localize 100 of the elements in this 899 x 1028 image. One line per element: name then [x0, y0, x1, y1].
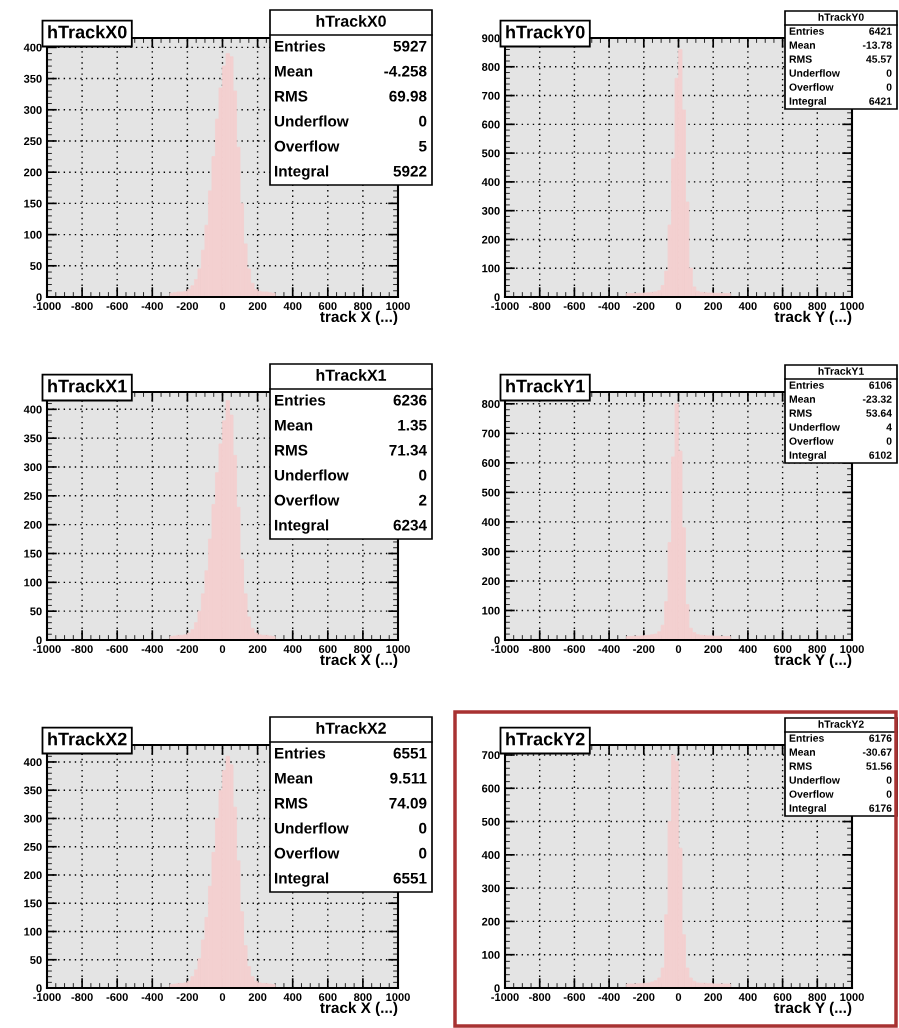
y-tick-label: 100	[482, 264, 500, 273]
y-tick-label: 300	[23, 814, 42, 823]
y-tick-label: 700	[482, 751, 500, 760]
y-tick-label: 250	[23, 842, 42, 851]
x-tick-label: 800	[353, 993, 372, 1002]
annotation: RMS	[789, 55, 812, 63]
y-tick-label: 200	[481, 577, 500, 586]
x-tick-label: 800	[353, 302, 372, 311]
text: -13.78	[862, 41, 892, 49]
y-tick-label: 600	[482, 120, 500, 129]
annotation: Overflow	[274, 140, 340, 152]
text: 45.57	[866, 55, 892, 63]
annotation: 6551	[393, 872, 427, 884]
x-tick-label: 600	[318, 993, 337, 1002]
text: 0	[419, 469, 427, 481]
x-tick-label: 0	[219, 993, 226, 1002]
x-tick-label: 1000	[840, 302, 864, 311]
x-axis-title: track X (...)	[320, 653, 398, 669]
annotation: Mean	[275, 419, 313, 431]
x-tick-label: -1000	[491, 645, 519, 654]
x-tick-label: -1000	[33, 993, 61, 1002]
y-tick-label: 0	[494, 293, 500, 302]
y-tick-label: 350	[23, 786, 42, 795]
x-tick-label: 0	[675, 993, 682, 1002]
x-tick-label: 200	[704, 645, 723, 654]
x-tick-label: 200	[704, 302, 723, 311]
y-tick-label: 0	[36, 293, 42, 302]
x-tick-label: 400	[738, 645, 757, 654]
x-tick-label: 1000	[386, 645, 410, 654]
x-tick-label: -600	[563, 302, 586, 311]
x-tick-label: -800	[529, 302, 551, 311]
annotation: Underflow	[274, 822, 349, 834]
annotation: RMS	[789, 409, 812, 417]
text: 6421	[869, 27, 892, 35]
annotation: Overflow	[274, 847, 340, 859]
y-tick-label: 400	[481, 518, 500, 527]
y-tick-label: 400	[23, 405, 42, 414]
annotation: Underflow	[274, 469, 349, 481]
x-tick-label: 1000	[386, 302, 410, 311]
annotation: Entries	[275, 394, 326, 406]
y-tick-label: 200	[23, 871, 42, 880]
text: hTrackX2	[316, 722, 386, 734]
y-tick-label: 200	[481, 235, 500, 244]
annotation: 6551	[393, 747, 427, 759]
y-tick-label: 300	[23, 106, 42, 114]
annotation: RMS	[275, 444, 308, 456]
annotation: Mean	[275, 772, 313, 784]
chart-title: hTrackX1	[48, 379, 127, 393]
x-tick-label: 400	[283, 302, 302, 311]
y-tick-label: 300	[481, 547, 500, 556]
chart-title: hTrackY0	[506, 25, 585, 39]
x-tick-label: 600	[318, 645, 337, 654]
text: 53.64	[866, 409, 892, 417]
text: Entries	[789, 381, 824, 389]
y-tick-label: 400	[481, 851, 500, 859]
chart-title: hTrackY2	[506, 732, 585, 746]
annotation: RMS	[275, 797, 308, 809]
annotation: 6236	[393, 394, 427, 406]
y-tick-label: 600	[482, 784, 500, 793]
y-tick-label: 400	[23, 758, 42, 767]
chart-title: hTrackX0	[48, 25, 127, 39]
x-tick-label: -600	[106, 302, 128, 311]
x-tick-label: -400	[598, 993, 620, 1002]
x-tick-label: -1000	[491, 993, 519, 1002]
x-tick-label: 600	[773, 645, 792, 654]
text: -23.32	[862, 395, 892, 403]
y-tick-label: 0	[494, 984, 500, 993]
text: Entries	[789, 27, 824, 35]
text: 0	[886, 437, 892, 445]
annotation: Mean	[789, 395, 815, 403]
y-tick-label: 400	[481, 178, 500, 187]
x-tick-label: -600	[106, 645, 128, 654]
x-tick-label: -1000	[33, 645, 61, 654]
y-tick-label: 200	[481, 917, 500, 926]
annotation: Mean	[789, 748, 815, 756]
annotation: 69.98	[389, 90, 427, 102]
x-tick-label: -400	[141, 302, 163, 311]
chart-title: hTrackY1	[506, 379, 585, 393]
text: 51.56	[866, 762, 892, 770]
x-tick-label: 1000	[840, 645, 864, 654]
x-tick-label: 600	[773, 993, 792, 1002]
y-tick-label: 500	[481, 817, 500, 826]
x-tick-label: -1000	[33, 302, 61, 311]
annotation: RMS	[275, 90, 308, 102]
text: 0	[419, 847, 427, 859]
x-tick-label: 1000	[386, 993, 410, 1002]
y-tick-label: 700	[482, 429, 500, 438]
text: 6106	[869, 381, 892, 389]
y-tick-label: 900	[481, 34, 500, 43]
x-tick-label: 0	[219, 302, 226, 311]
x-tick-label: -800	[71, 645, 93, 654]
x-tick-label: 400	[738, 302, 757, 311]
y-tick-label: 0	[36, 636, 42, 645]
text: -30.67	[862, 748, 892, 756]
x-tick-label: 0	[219, 645, 226, 654]
annotation: Overflow	[789, 437, 834, 445]
text: hTrackY1	[818, 367, 864, 375]
text: 6176	[869, 734, 892, 742]
text: 1.35	[398, 419, 427, 431]
annotation: 5927	[393, 40, 427, 52]
